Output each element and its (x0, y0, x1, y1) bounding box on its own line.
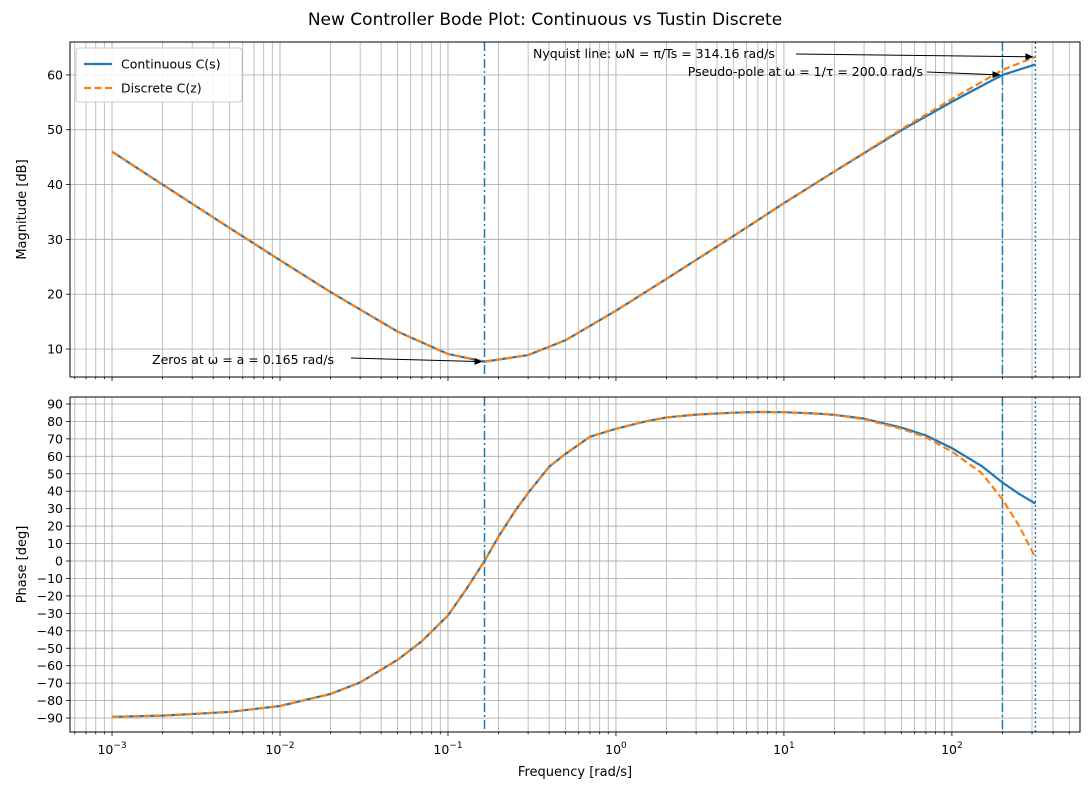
x-tick-label-exponent: −1 (449, 741, 462, 751)
phase-y-tick-label: 50 (47, 466, 63, 481)
x-tick-label: 100 (605, 741, 627, 757)
phase-y-tick-label: 30 (47, 501, 63, 516)
annotation-0-arrow (350, 357, 483, 365)
legend: Continuous C(s) Discrete C(z) (75, 47, 243, 103)
phase-y-tick-label: −30 (37, 606, 63, 621)
phase-y-tick-label: 20 (47, 519, 63, 534)
phase-y-tick-label: 80 (47, 414, 63, 429)
x-tick-label-exponent: −2 (281, 741, 294, 751)
legend-label-continuous: Continuous C(s) (121, 57, 221, 72)
phase-y-tick-label: −70 (37, 676, 63, 691)
phase-y-tick-label: −20 (37, 588, 63, 603)
magnitude-series-continuous-line (111, 63, 1036, 363)
magnitude-y-tick-label: 30 (47, 232, 63, 247)
magnitude-y-tick-label: 60 (47, 67, 63, 82)
x-tick-label-exponent: 0 (621, 741, 627, 751)
x-tick-label-base: 10 (433, 742, 449, 757)
annotation-2-arrow (926, 71, 1001, 79)
phase-y-tick-label: −40 (37, 623, 63, 638)
x-tick-label-base: 10 (265, 742, 281, 757)
x-tick-label: 101 (773, 741, 795, 757)
magnitude-series-discrete-line (111, 55, 1036, 363)
phase-y-tick-label: 60 (47, 449, 63, 464)
magnitude-axes-frame (69, 41, 1081, 378)
chart-title: New Controller Bode Plot: Continuous vs … (308, 10, 782, 30)
x-tick-label: 10−1 (433, 741, 462, 757)
phase-grid (70, 397, 1080, 732)
x-tick-label-exponent: 1 (789, 741, 795, 751)
magnitude-y-tick-label: 40 (47, 177, 63, 192)
x-tick-label: 10−2 (265, 741, 294, 757)
annotation-1-text: Nyquist line: ωN = π/Ts = 314.16 rad/s (533, 46, 775, 61)
x-tick-label-base: 10 (97, 742, 113, 757)
x-tick-label-base: 10 (605, 742, 621, 757)
x-tick-label: 10−3 (97, 741, 126, 757)
x-tick-label-exponent: 2 (957, 741, 963, 751)
magnitude-y-tick-label: 20 (47, 287, 63, 302)
legend-label-discrete: Discrete C(z) (121, 81, 202, 96)
phase-y-tick-label: 40 (47, 484, 63, 499)
x-tick-label-base: 10 (773, 742, 789, 757)
phase-y-tick-label: −80 (37, 693, 63, 708)
x-tick-label-exponent: −3 (113, 741, 126, 751)
phase-panel: −90−80−70−60−50−40−30−20−100102030405060… (15, 396, 1081, 780)
phase-y-tick-label: −90 (37, 711, 63, 726)
phase-series-continuous-line (112, 410, 1036, 718)
phase-series-discrete-line (112, 410, 1037, 718)
annotation-2-text: Pseudo-pole at ω = 1/τ = 200.0 rad/s (688, 64, 923, 79)
x-tick-label-base: 10 (941, 742, 957, 757)
phase-y-tick-label: 90 (47, 396, 63, 411)
phase-y-tick-label: −60 (37, 658, 63, 673)
phase-axes-frame (69, 396, 1081, 733)
phase-y-axis-label: Phase [deg] (15, 526, 30, 604)
annotation-1-arrow (795, 53, 1034, 61)
magnitude-y-tick-label: 10 (47, 342, 63, 357)
legend-box (75, 47, 243, 103)
magnitude-y-tick-label: 50 (47, 122, 63, 137)
annotation-0-text: Zeros at ω = a = 0.165 rad/s (152, 352, 334, 367)
phase-y-tick-label: 70 (47, 431, 63, 446)
phase-y-tick-label: −10 (37, 571, 63, 586)
x-axis-label: Frequency [rad/s] (518, 765, 632, 780)
magnitude-panel: 10 20 30 40 50 60 Magnitude [dB] Zeros at ω = a… (15, 41, 1081, 381)
phase-y-tick-label: 0 (55, 554, 63, 569)
magnitude-y-axis-label: Magnitude [dB] (15, 159, 30, 259)
phase-y-tick-label: 10 (47, 536, 63, 551)
x-tick-label: 102 (941, 741, 963, 757)
phase-y-tick-label: −50 (37, 641, 63, 656)
